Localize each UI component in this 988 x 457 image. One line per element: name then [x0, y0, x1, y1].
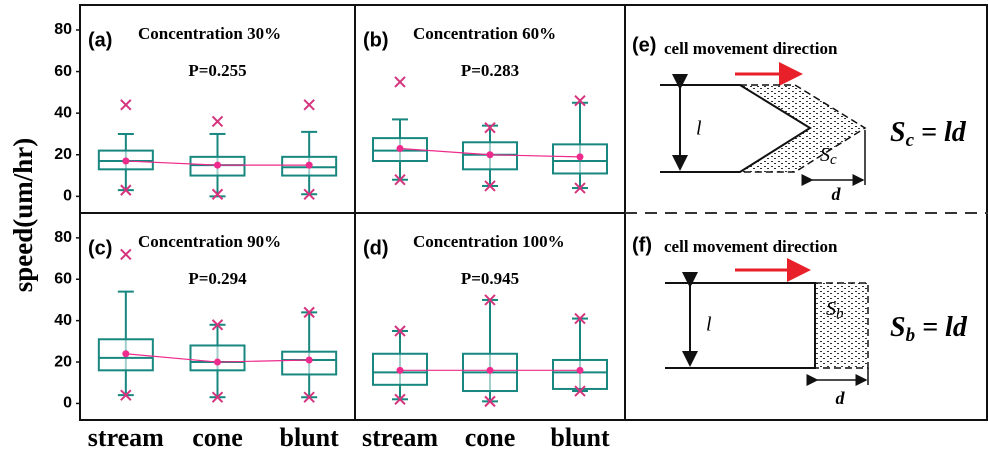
equation: Sc = ld [890, 117, 967, 151]
extreme-marker [211, 115, 224, 128]
extreme-marker [120, 389, 132, 401]
width-label: d [836, 388, 846, 408]
extreme-marker [120, 184, 132, 196]
y-tick-label: 40 [54, 104, 72, 121]
panel-title: Concentration 100% [413, 232, 565, 251]
extreme-marker [303, 99, 315, 111]
extreme-marker [211, 391, 224, 403]
x-tick-label: blunt [280, 423, 340, 452]
extreme-marker [574, 182, 586, 194]
extreme-marker [303, 391, 315, 403]
y-tick-label: 20 [54, 146, 72, 163]
diagram-e: (e) cell movement direction l d Sc Sc = … [632, 34, 967, 204]
y-tick-label: 80 [54, 229, 72, 246]
mean-dot [576, 366, 584, 374]
blunt-outline [665, 282, 816, 369]
y-tick-label: 0 [63, 395, 72, 412]
box [189, 344, 246, 372]
extreme-marker [303, 306, 315, 319]
panel-label: (e) [632, 34, 656, 56]
panel: (a) Concentration 30% P=0.255 0 20 40 60 80 [54, 21, 338, 205]
box [552, 358, 608, 390]
equation: Sb = ld [890, 312, 968, 346]
caption: cell movement direction [664, 237, 838, 256]
y-axis-label: speed(um/hr) [8, 138, 38, 293]
p-value: P=0.255 [188, 61, 246, 80]
x-tick-label: blunt [550, 423, 610, 452]
extreme-marker [574, 312, 586, 325]
p-value: P=0.283 [461, 61, 519, 80]
swept-area [740, 85, 865, 172]
panel-title: Concentration 30% [138, 24, 281, 43]
swept-area [814, 282, 869, 369]
extreme-marker [394, 174, 406, 186]
extreme-marker [394, 393, 406, 406]
y-tick-label: 60 [54, 270, 72, 287]
extreme-marker [120, 248, 132, 261]
extreme-marker [484, 122, 496, 134]
mean-dot [122, 157, 130, 165]
area-label: Sc [820, 144, 837, 169]
x-tick-label: cone [192, 423, 243, 452]
extreme-marker [394, 325, 406, 337]
extreme-marker [211, 319, 224, 331]
x-tick-label: cone [465, 423, 516, 452]
area-label: Sb [826, 298, 844, 323]
extreme-marker [574, 94, 586, 107]
y-tick-label: 40 [54, 312, 72, 329]
mean-dot [486, 151, 494, 159]
mean-dot [396, 145, 404, 153]
panel: (c) Concentration 90% P=0.294 0 20 40 60 80 stre… [54, 229, 339, 452]
extreme-marker [120, 99, 132, 111]
panel-title: Concentration 60% [413, 24, 556, 43]
panel: (b) Concentration 60% P=0.283 [363, 24, 608, 194]
mean-dot [486, 366, 494, 374]
y-tick-label: 80 [54, 21, 72, 38]
panel-label: (a) [88, 29, 112, 51]
mean-dot [214, 358, 221, 366]
length-label: l [696, 118, 702, 140]
extreme-marker [303, 188, 315, 200]
mean-dot [305, 356, 313, 364]
mean-dot [305, 161, 313, 169]
length-label: l [706, 314, 712, 336]
mean-dot [396, 366, 404, 374]
panel-label: (f) [632, 234, 652, 256]
extreme-marker [484, 395, 496, 408]
cone-outline [660, 84, 812, 173]
y-tick-label: 20 [54, 353, 72, 370]
mean-dot [576, 153, 584, 161]
panel: (d) Concentration 100% P=0.945 stream cone bl… [362, 232, 610, 452]
width-label: d [832, 184, 842, 204]
p-value: P=0.294 [188, 269, 247, 288]
panel-label: (b) [363, 29, 389, 51]
cone-shifted [740, 84, 867, 173]
extreme-marker [211, 188, 224, 200]
x-tick-label: stream [362, 423, 438, 452]
panel-label: (d) [363, 237, 389, 259]
extreme-marker [574, 385, 586, 397]
extreme-marker [484, 180, 496, 192]
y-tick-label: 60 [54, 63, 72, 80]
diagram-f: (f) cell movement direction l d Sb Sb = … [632, 234, 968, 408]
panel-title: Concentration 90% [138, 232, 281, 251]
mean-dot [214, 161, 221, 169]
extreme-marker [394, 76, 406, 88]
extreme-marker [484, 294, 496, 306]
y-tick-label: 0 [63, 188, 72, 205]
x-tick-label: stream [88, 423, 164, 452]
panel-label: (c) [88, 237, 112, 259]
caption: cell movement direction [664, 39, 838, 58]
mean-dot [122, 350, 130, 358]
p-value: P=0.945 [461, 269, 519, 288]
